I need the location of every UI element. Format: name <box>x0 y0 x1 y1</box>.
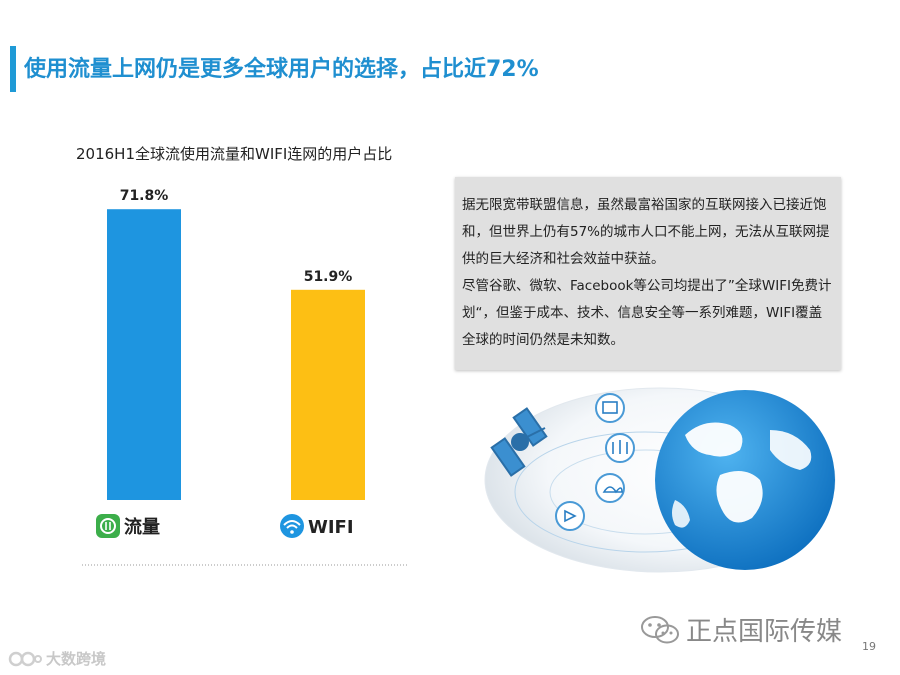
category-label-wifi: WIFI <box>308 517 354 538</box>
page-number: 19 <box>862 640 876 653</box>
chart-title: 2016H1全球流使用流量和WIFI连网的用户占比 <box>76 145 393 163</box>
info-text: 据无限宽带联盟信息，虽然最富裕国家的互联网接入已接近饱和，但世界上仍有57%的城… <box>462 192 832 354</box>
wifi-icon <box>280 514 304 538</box>
watermark-text: 大数跨境 <box>46 650 107 668</box>
info-paragraph-2: 尽管谷歌、微软、Facebook等公司均提出了”全球WIFI免费计划“，但鉴于成… <box>462 278 832 348</box>
info-paragraph-1: 据无限宽带联盟信息，虽然最富裕国家的互联网接入已接近饱和，但世界上仍有57%的城… <box>462 197 830 267</box>
slide-title: 使用流量上网仍是更多全球用户的选择，占比近72% <box>24 57 539 82</box>
data-label-wifi: 51.9% <box>304 269 353 285</box>
globe-illustration <box>484 387 836 573</box>
traffic-app-icon <box>96 514 120 538</box>
data-label-traffic: 71.8% <box>120 188 169 204</box>
watermark-logo-icon <box>8 651 42 666</box>
category-label-traffic: 流量 <box>124 516 160 538</box>
watermark: 大数跨境 <box>8 648 106 669</box>
wechat-icon <box>641 615 679 643</box>
bar-wifi <box>291 289 365 500</box>
bar-traffic <box>107 209 181 500</box>
footer-brand: 正点国际传媒 <box>640 611 842 648</box>
title-accent-bar <box>10 46 16 92</box>
footer-brand-name: 正点国际传媒 <box>686 617 843 647</box>
satellite-icon <box>490 407 548 477</box>
info-box <box>455 177 841 370</box>
